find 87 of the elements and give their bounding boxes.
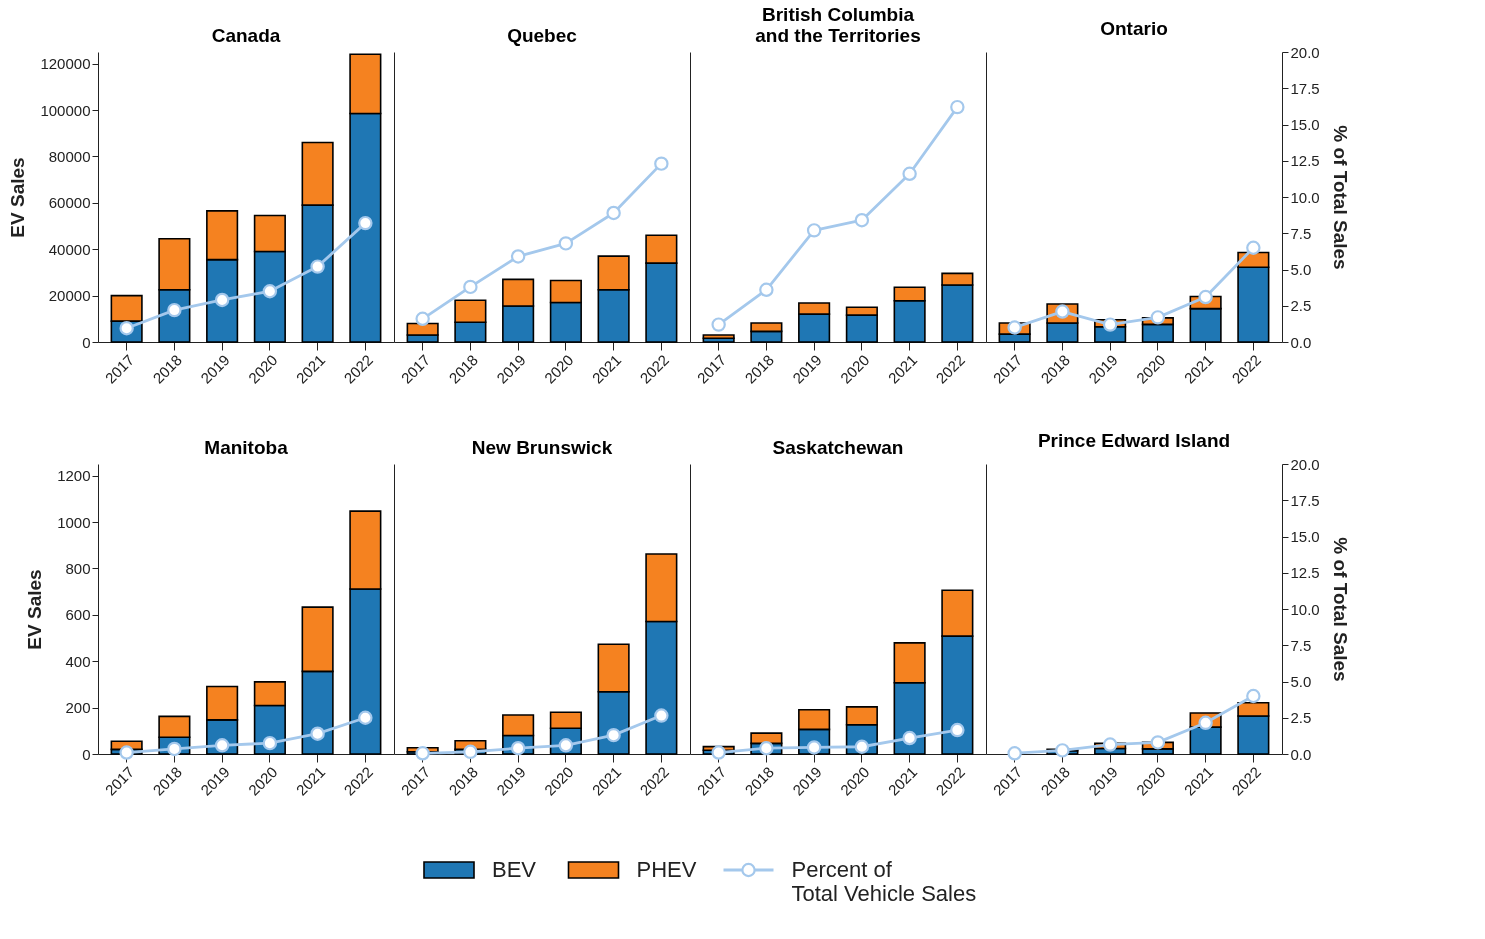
point: [214, 292, 230, 308]
chart-title: Canada: [211, 25, 281, 46]
y-tick-label: 0: [82, 333, 91, 351]
point: [310, 726, 325, 741]
chart-title: Ontario: [1100, 18, 1168, 39]
chart-title: Manitoba: [204, 437, 289, 458]
chart-title: New Brunswick: [471, 437, 613, 458]
y-tick-label: 400: [65, 652, 91, 670]
point: [558, 236, 574, 251]
legend-label: Percent of Total Vehicle Sales: [791, 857, 977, 906]
y2-tick-label: 7.5: [1290, 224, 1312, 242]
point: [1055, 743, 1070, 758]
y2-tick-label: 10.0: [1290, 188, 1320, 206]
point: [1007, 746, 1022, 761]
point: [214, 738, 230, 753]
y-tick-label: 600: [65, 606, 91, 624]
point: [902, 166, 917, 182]
y2-tick-label: 17.5: [1290, 79, 1320, 97]
legend-label: PHEV: [636, 857, 697, 882]
y-axis-title: EV Sales: [24, 569, 46, 650]
point: [950, 99, 965, 115]
point: [1150, 735, 1166, 750]
y-tick-label: 40000: [48, 240, 91, 258]
y2-tick-label: 15.0: [1290, 116, 1320, 133]
y2-tick-label: 17.5: [1290, 491, 1320, 509]
point: [902, 730, 917, 746]
point: [1198, 715, 1213, 731]
point: [358, 215, 373, 231]
point: [262, 284, 278, 299]
point: [854, 212, 870, 228]
y2-tick-label: 5.0: [1290, 261, 1312, 278]
point: [1150, 310, 1166, 325]
y-tick-label: 20000: [48, 287, 91, 305]
y2-tick-label: 10.0: [1290, 600, 1320, 618]
y-tick-label: 0: [82, 745, 91, 763]
y-tick-label: 100000: [40, 101, 91, 119]
y2-tick-label: 12.5: [1290, 152, 1320, 170]
y2-tick-label: 15.0: [1290, 528, 1320, 545]
y2-tick-label: 2.5: [1290, 709, 1312, 727]
point: [759, 740, 774, 756]
point: [358, 710, 373, 725]
y2-tick-label: 20.0: [1290, 43, 1320, 61]
point: [1007, 320, 1022, 335]
point: [806, 223, 822, 238]
y2-tick-label: 12.5: [1290, 564, 1320, 582]
point: [463, 279, 478, 295]
y-tick-label: 800: [65, 559, 91, 577]
point: [119, 745, 134, 760]
y-tick-label: 1000: [57, 513, 91, 531]
point: [654, 156, 669, 171]
y2-tick-label: 0.0: [1290, 333, 1312, 351]
y-tick-label: 200: [65, 699, 91, 717]
y2-tick-label: 5.0: [1290, 673, 1312, 690]
point: [310, 259, 325, 274]
point: [711, 745, 726, 760]
y-tick-label: 80000: [48, 147, 91, 165]
point: [950, 722, 965, 738]
chart-title: British Columbia and the Territories: [755, 4, 921, 46]
y2-tick-label: 20.0: [1290, 455, 1320, 473]
point: [759, 282, 774, 298]
y2-tick-label: 0.0: [1290, 745, 1312, 763]
point: [1102, 737, 1118, 752]
point: [606, 727, 621, 743]
y2-axis-title: % of Total Sales: [1329, 125, 1351, 270]
y-axis-title: EV Sales: [7, 157, 29, 238]
y2-tick-label: 7.5: [1290, 636, 1312, 654]
y-tick-label: 1200: [57, 467, 91, 485]
point: [654, 708, 669, 723]
point: [606, 205, 621, 221]
point: [1198, 289, 1213, 305]
point: [711, 317, 726, 332]
point: [262, 735, 278, 751]
legend-label: BEV: [492, 857, 537, 882]
point: [415, 311, 430, 327]
point: [415, 746, 430, 761]
y-tick-label: 60000: [48, 194, 91, 212]
point: [1102, 317, 1118, 332]
point: [510, 249, 526, 264]
chart-title: Saskatchewan: [772, 437, 904, 458]
point: [1246, 688, 1261, 704]
y-tick-label: 120000: [40, 55, 91, 73]
point: [1246, 240, 1261, 255]
chart-title: Quebec: [507, 25, 578, 46]
chart-title: Prince Edward Island: [1037, 430, 1231, 451]
y2-tick-label: 2.5: [1290, 297, 1312, 315]
y2-axis-title: % of Total Sales: [1329, 537, 1351, 682]
point: [463, 744, 478, 760]
